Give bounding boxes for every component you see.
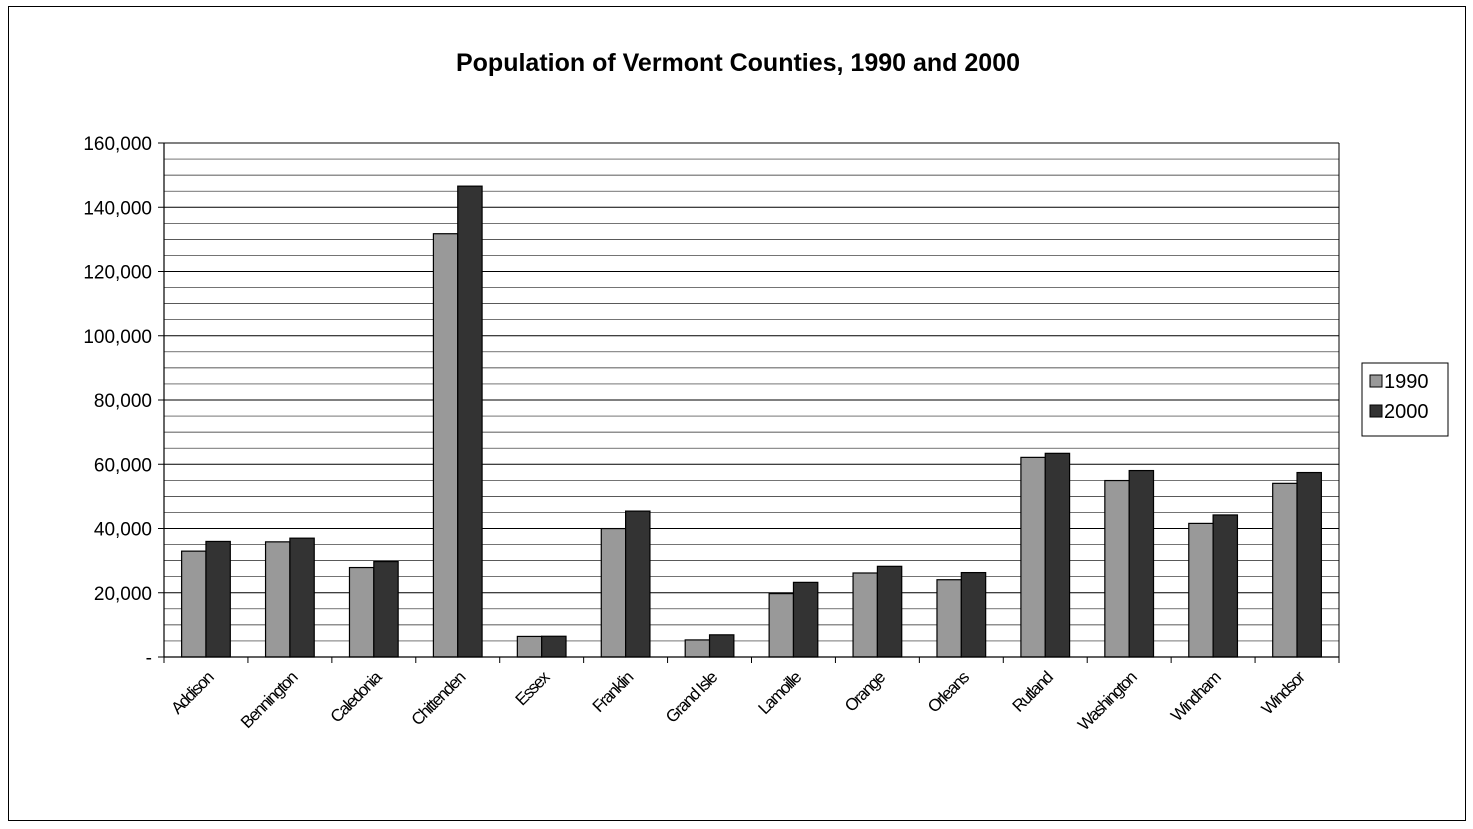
bar-2000-franklin <box>625 510 651 658</box>
bar-2000-bennington <box>289 537 315 658</box>
bar-1990-windsor <box>1272 482 1298 658</box>
y-tick-label: 160,000 <box>83 134 152 155</box>
x-category-label: Grand Isle <box>662 668 721 727</box>
bar-1990-lamoille <box>768 593 795 658</box>
legend-swatch-2000 <box>1369 404 1383 418</box>
bar-2000-rutland <box>1044 452 1071 658</box>
x-category-label: Caledonia <box>327 667 386 726</box>
x-category-label: Windham <box>1167 667 1225 725</box>
bar-2000-washington <box>1128 469 1155 658</box>
bar-1990-essex <box>516 635 543 658</box>
y-tick-label: 40,000 <box>94 520 152 541</box>
x-category-label: Lamoille <box>755 668 805 718</box>
x-category-label: Washington <box>1074 668 1141 735</box>
bar-1990-franklin <box>600 527 627 658</box>
bar-1990-washington <box>1104 479 1130 658</box>
bar-2000-caledonia <box>373 560 399 658</box>
x-category-label: Chittenden <box>408 668 470 730</box>
bar-1990-addison <box>181 550 207 658</box>
bar-2000-windsor <box>1296 471 1322 658</box>
chart-frame: Population of Vermont Counties, 1990 and… <box>8 6 1466 821</box>
chart-title: Population of Vermont Counties, 1990 and… <box>456 49 1020 77</box>
x-category-label: Orange <box>841 668 889 716</box>
x-category-labels: Addison Bennington Caledonia Chittenden Esse… <box>167 667 1309 734</box>
x-category-label: Bennington <box>237 668 301 732</box>
legend-label-2000: 2000 <box>1384 401 1429 423</box>
x-category-label: Essex <box>512 667 554 709</box>
bar-1990-rutland <box>1020 456 1046 658</box>
bar-1990-grand-isle <box>684 639 711 658</box>
y-tick-label: 80,000 <box>94 391 152 412</box>
x-category-label: Windsor <box>1258 667 1309 718</box>
axis-layer <box>158 142 1340 663</box>
bar-1990-windham <box>1188 522 1214 658</box>
bar-2000-orleans <box>960 571 987 658</box>
y-tick-label: 60,000 <box>94 455 152 476</box>
bar-1990-orleans <box>936 579 962 658</box>
legend-swatch-1990 <box>1369 374 1383 388</box>
grid-layer <box>164 142 1340 658</box>
bar-1990-caledonia <box>348 566 375 658</box>
bar-2000-essex <box>541 635 567 658</box>
bar-1990-orange <box>852 572 878 658</box>
x-category-label: Rutland <box>1009 668 1057 716</box>
bar-2000-windham <box>1212 514 1239 658</box>
bar-2000-chittenden <box>457 185 483 658</box>
bar-2000-addison <box>205 540 231 658</box>
legend-label-1990: 1990 <box>1384 371 1429 393</box>
y-tick-label: 100,000 <box>83 327 152 348</box>
x-category-label: Franklin <box>589 668 637 716</box>
x-category-label: Addison <box>167 668 217 718</box>
chart-svg: Population of Vermont Counties, 1990 and… <box>83 49 1449 734</box>
y-tick-label: - <box>146 648 152 669</box>
y-tick-label: 120,000 <box>83 263 152 284</box>
y-tick-label: 20,000 <box>94 584 152 605</box>
bar-2000-lamoille <box>792 581 819 658</box>
bar-2000-grand-isle <box>708 634 735 658</box>
legend: 1990 2000 <box>1361 362 1449 437</box>
x-category-label: Orleans <box>924 668 973 717</box>
bars-layer <box>181 185 1322 658</box>
bar-1990-chittenden <box>432 233 459 658</box>
y-tick-labels: - 20,000 40,000 60,000 80,000 100,000 120,000 1… <box>83 134 152 669</box>
bar-2000-orange <box>876 565 903 658</box>
bar-1990-bennington <box>264 541 291 658</box>
y-tick-label: 140,000 <box>83 198 152 219</box>
